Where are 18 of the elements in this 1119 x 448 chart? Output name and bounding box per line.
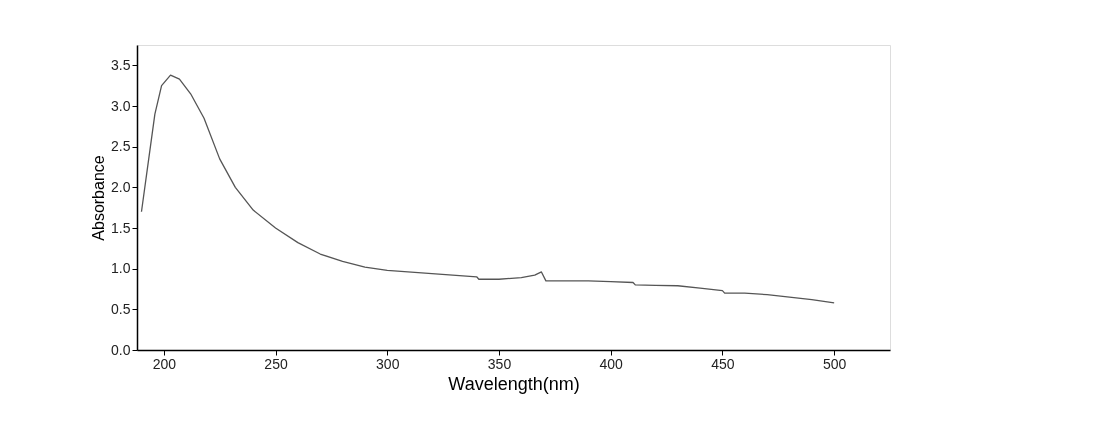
x-tick-label: 200 xyxy=(152,355,177,372)
y-tick-label: 3.5 xyxy=(111,56,131,73)
x-axis-title: Wavelength(nm) xyxy=(448,373,580,394)
x-tick-label: 500 xyxy=(822,355,847,372)
y-tick-label: 0.5 xyxy=(111,300,131,317)
x-tick-label: 250 xyxy=(264,355,288,372)
y-tick-label: 1.5 xyxy=(111,219,131,236)
y-tick-label: 2.5 xyxy=(111,138,131,155)
y-axis-title: Absorbance xyxy=(90,155,108,241)
x-tick-label: 300 xyxy=(376,355,400,372)
y-tick-label: 0.0 xyxy=(111,341,131,358)
x-tick-label: 450 xyxy=(711,355,735,372)
line-series xyxy=(140,74,835,304)
y-tick-label: 1.0 xyxy=(111,260,131,277)
y-tick-label: 3.0 xyxy=(111,97,131,114)
x-tick-label: 400 xyxy=(599,355,624,372)
x-tick-label: 350 xyxy=(487,355,512,372)
y-tick-label: 2.0 xyxy=(111,178,131,195)
